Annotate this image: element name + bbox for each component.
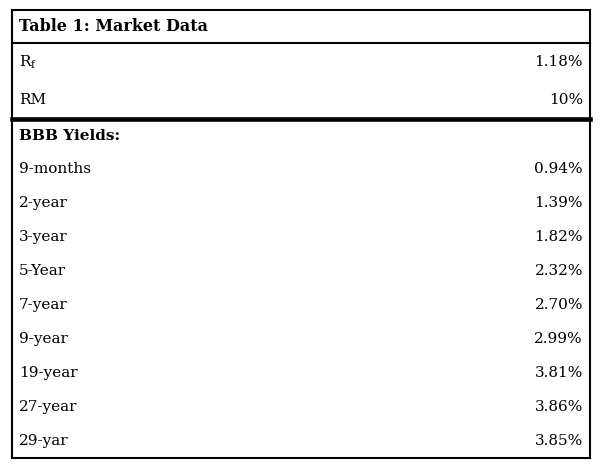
Text: 1.82%: 1.82% <box>535 230 583 244</box>
Text: 2.70%: 2.70% <box>535 298 583 312</box>
Text: 1.39%: 1.39% <box>535 196 583 210</box>
Text: 2-year: 2-year <box>19 196 68 210</box>
Text: 10%: 10% <box>549 93 583 107</box>
Text: 5-Year: 5-Year <box>19 264 66 278</box>
Text: 2.99%: 2.99% <box>535 332 583 346</box>
Text: 3.85%: 3.85% <box>535 434 583 448</box>
Text: 27-year: 27-year <box>19 400 78 414</box>
Text: 0.94%: 0.94% <box>535 162 583 176</box>
Text: 3.86%: 3.86% <box>535 400 583 414</box>
Text: 3-year: 3-year <box>19 230 68 244</box>
Text: 1.18%: 1.18% <box>535 55 583 69</box>
Text: 19-year: 19-year <box>19 366 78 380</box>
Text: R$_{\mathregular{f}}$: R$_{\mathregular{f}}$ <box>19 53 37 71</box>
Text: 29-yar: 29-yar <box>19 434 69 448</box>
Text: RM: RM <box>19 93 46 107</box>
Text: 3.81%: 3.81% <box>535 366 583 380</box>
Text: 9-year: 9-year <box>19 332 68 346</box>
Text: BBB Yields:: BBB Yields: <box>19 128 120 142</box>
Text: Table 1: Market Data: Table 1: Market Data <box>19 18 208 35</box>
Text: 2.32%: 2.32% <box>535 264 583 278</box>
Text: 7-year: 7-year <box>19 298 68 312</box>
Text: 9-months: 9-months <box>19 162 91 176</box>
